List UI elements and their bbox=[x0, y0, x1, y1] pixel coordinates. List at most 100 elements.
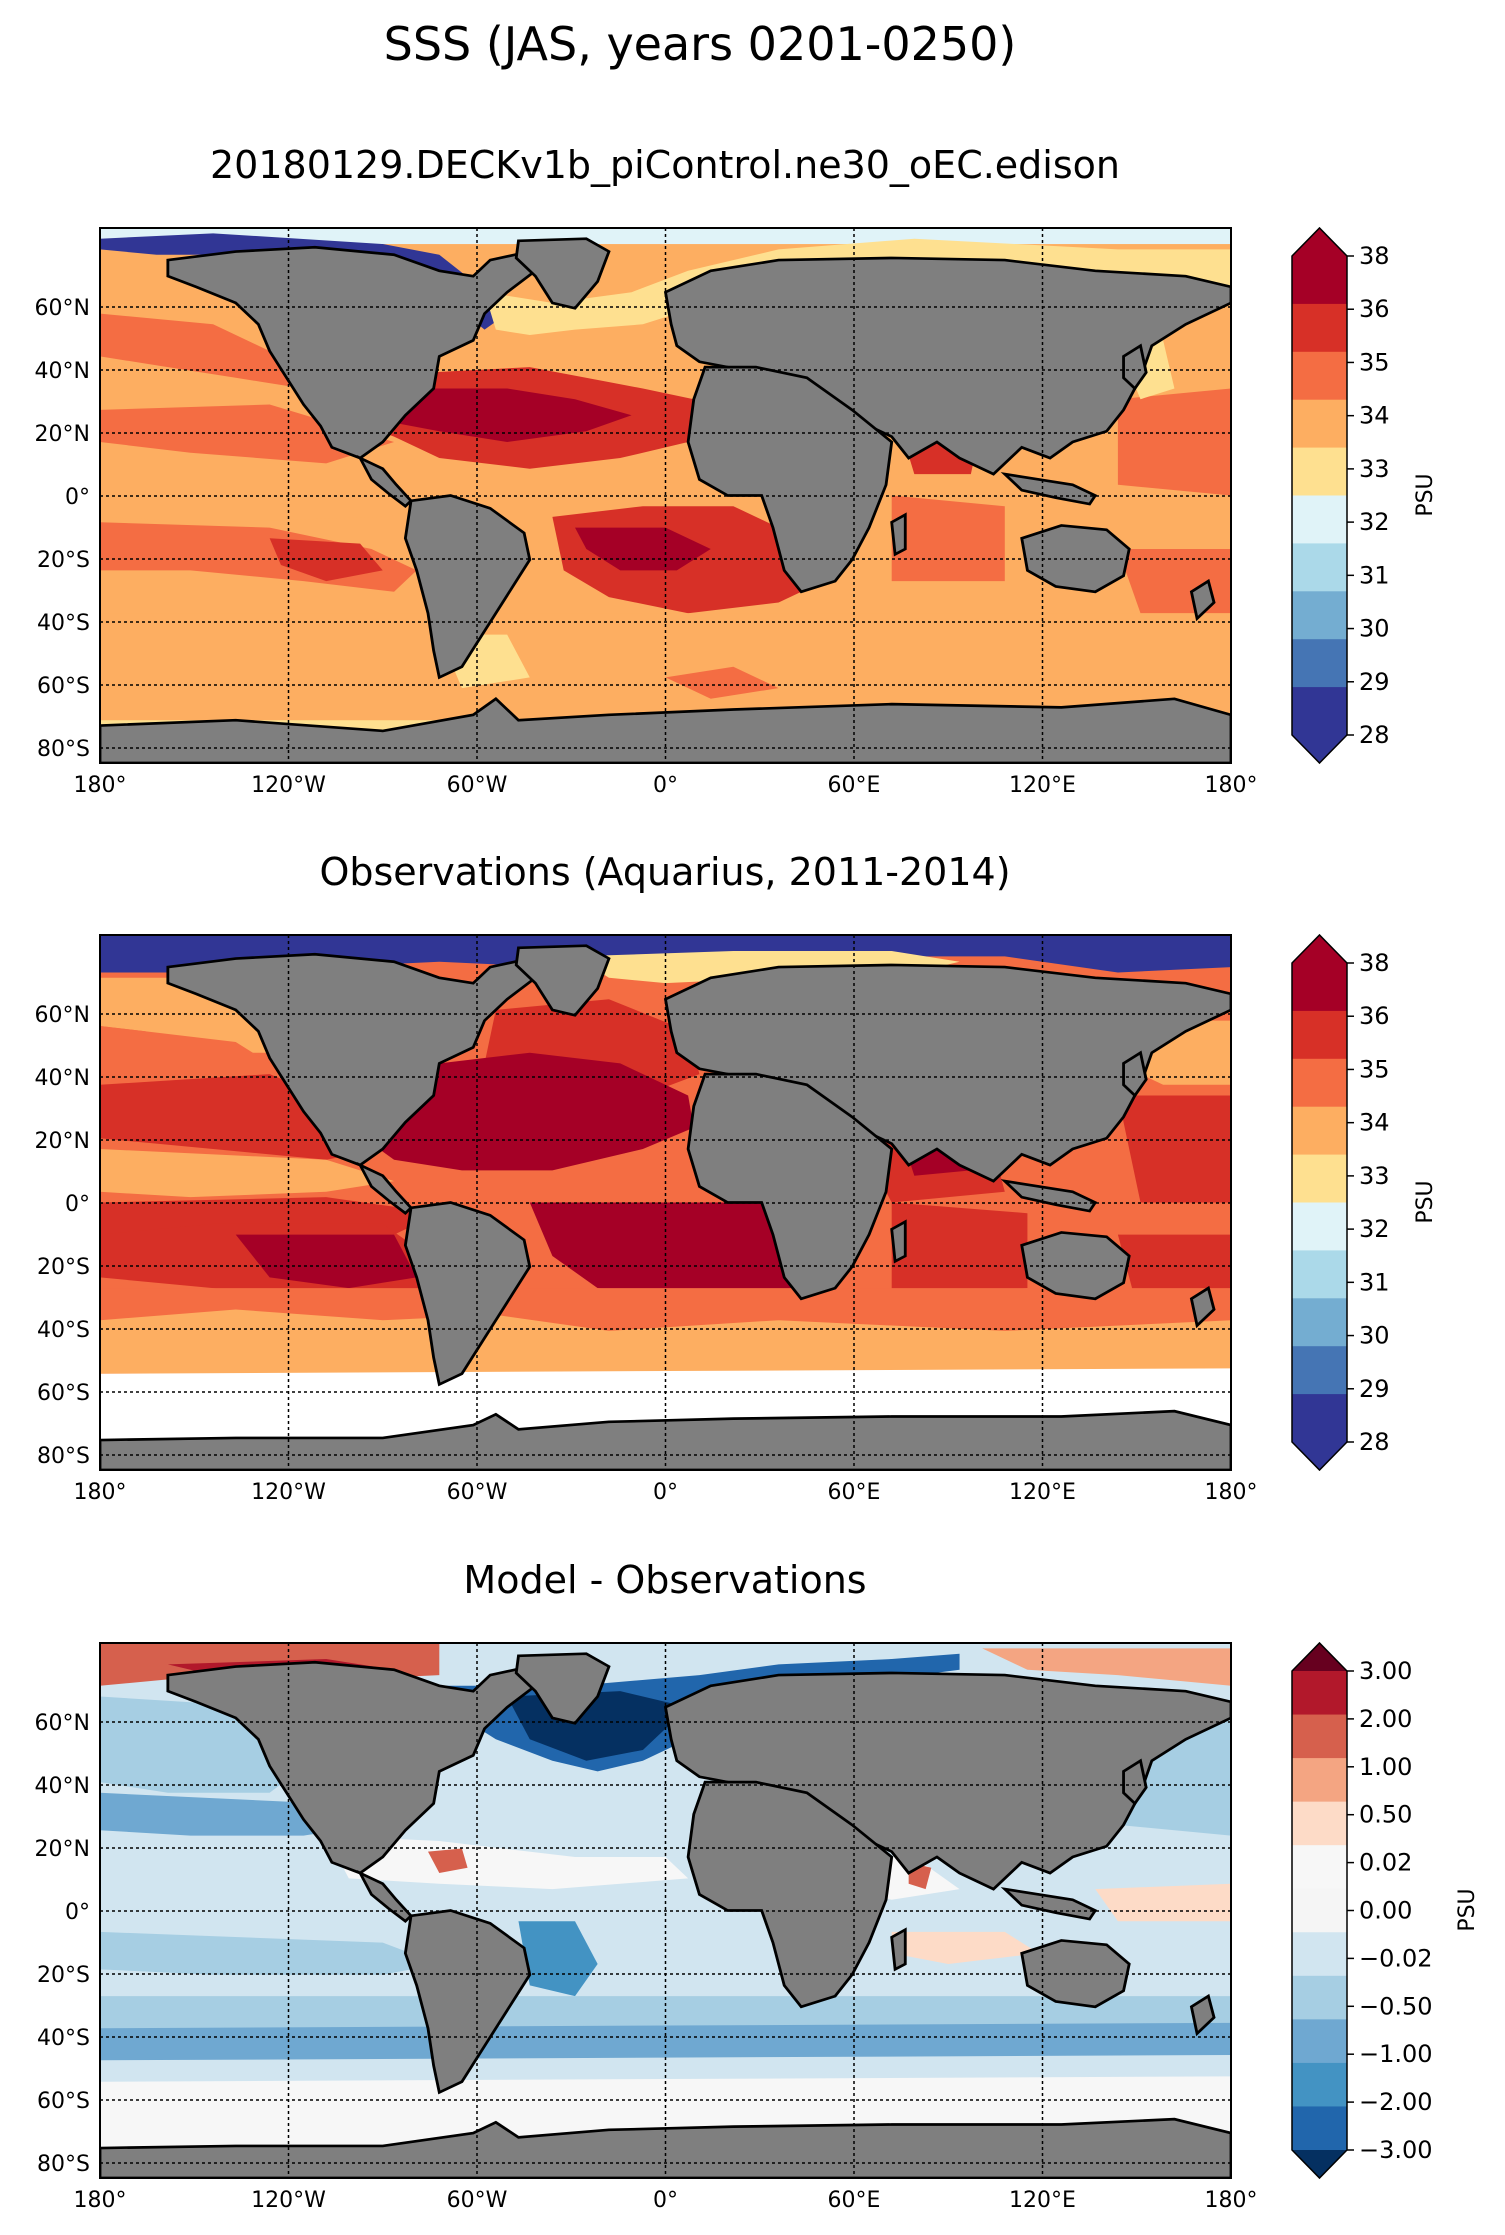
colorbar-segment bbox=[1292, 591, 1347, 640]
colorbar-tick-label: 35 bbox=[1359, 1055, 1390, 1083]
x-tick: 180° bbox=[1205, 773, 1258, 798]
colorbar-tick-label: 3.00 bbox=[1359, 1657, 1412, 1685]
map-field bbox=[100, 935, 1231, 1470]
y-tick: 80°S bbox=[37, 1444, 90, 1469]
colorbar-label: PSU bbox=[1455, 1888, 1480, 1931]
colorbar-segment bbox=[1292, 1671, 1347, 1716]
colorbar-label: PSU bbox=[1413, 473, 1438, 516]
x-tick: 120°W bbox=[251, 2188, 326, 2213]
colorbar-segment bbox=[1292, 1058, 1347, 1108]
y-tick: 40°N bbox=[35, 1066, 90, 1091]
y-tick: 20°S bbox=[37, 1255, 90, 1280]
colorbar-segment bbox=[1292, 1801, 1347, 1846]
y-tick: 0° bbox=[65, 1192, 90, 1217]
y-tick: 20°N bbox=[35, 422, 90, 447]
x-tick-labels: 180° 120°W 60°W 0° 60°E 120°E 180° bbox=[74, 1480, 1258, 1505]
colorbar-extend-top bbox=[1292, 1643, 1347, 1671]
colorbar-tick-label: 38 bbox=[1359, 949, 1390, 977]
x-tick: 0° bbox=[653, 2188, 678, 2213]
colorbar-tick-label: 32 bbox=[1359, 508, 1390, 536]
panel-title: Model - Observations bbox=[463, 1558, 866, 1602]
x-tick: 60°W bbox=[447, 2188, 508, 2213]
y-tick: 80°S bbox=[37, 2152, 90, 2177]
colorbar-segment bbox=[1292, 1154, 1347, 1203]
x-tick: 180° bbox=[74, 2188, 127, 2213]
gridlines bbox=[100, 228, 1231, 763]
colorbar-tick-label: 1.00 bbox=[1359, 1753, 1412, 1781]
x-tick: 120°E bbox=[1009, 2188, 1076, 2213]
colorbar-segment bbox=[1292, 2106, 1347, 2151]
colorbar-tick-label: 34 bbox=[1359, 1109, 1390, 1137]
colorbar-segment bbox=[1292, 399, 1347, 449]
colorbar-segment bbox=[1292, 351, 1347, 401]
colorbar-extend-top bbox=[1292, 935, 1347, 963]
colorbar-tick-label: −0.50 bbox=[1359, 1992, 1433, 2020]
x-tick: 120°E bbox=[1009, 1480, 1076, 1505]
colorbar-tick-label: 0.02 bbox=[1359, 1849, 1412, 1877]
y-tick: 40°N bbox=[35, 359, 90, 384]
y-tick: 20°N bbox=[35, 1837, 90, 1862]
y-tick: 40°S bbox=[37, 1318, 90, 1343]
colorbar-segment bbox=[1292, 1298, 1347, 1347]
colorbar-tick-label: 2.00 bbox=[1359, 1705, 1412, 1733]
colorbar-segment bbox=[1292, 1394, 1347, 1443]
colorbar-segment bbox=[1292, 963, 1347, 1012]
x-tick: 180° bbox=[74, 773, 127, 798]
colorbar-segment bbox=[1292, 687, 1347, 736]
x-tick: 180° bbox=[1205, 2188, 1258, 2213]
x-tick-labels: 180° 120°W 60°W 0° 60°E 120°E 180° bbox=[74, 773, 1258, 798]
x-tick: 180° bbox=[1205, 1480, 1258, 1505]
colorbar-segment bbox=[1292, 1202, 1347, 1251]
colorbar-tick-label: 29 bbox=[1359, 1375, 1390, 1403]
panel-difference: Model - Observations bbox=[35, 1558, 1480, 2213]
colorbar-tick-label: −0.02 bbox=[1359, 1944, 1433, 1972]
colorbar-segment bbox=[1292, 639, 1347, 688]
colorbar-segment bbox=[1292, 1975, 1347, 2020]
y-tick: 20°N bbox=[35, 1129, 90, 1154]
y-tick-labels: 60°N 40°N 20°N 0° 20°S 40°S 60°S 80°S bbox=[35, 1711, 90, 2177]
colorbar-tick-label: 32 bbox=[1359, 1215, 1390, 1243]
y-tick: 80°S bbox=[37, 737, 90, 762]
x-tick: 120°W bbox=[251, 773, 326, 798]
colorbar-tick-label: 34 bbox=[1359, 402, 1390, 430]
colorbar-tick-label: 0.00 bbox=[1359, 1897, 1412, 1925]
plot-frame bbox=[99, 1642, 1232, 2179]
colorbar-segment bbox=[1292, 495, 1347, 544]
y-tick: 60°N bbox=[35, 1711, 90, 1736]
colorbar-tick-label: 30 bbox=[1359, 615, 1390, 643]
gridlines bbox=[100, 1643, 1231, 2178]
y-tick: 40°S bbox=[37, 2026, 90, 2051]
gridlines bbox=[100, 935, 1231, 1470]
colorbar-segment bbox=[1292, 447, 1347, 496]
colorbar-tick-label: 31 bbox=[1359, 1268, 1390, 1296]
x-tick: 60°E bbox=[828, 2188, 881, 2213]
colorbar-tick-label: 28 bbox=[1359, 1428, 1390, 1456]
colorbar-segment bbox=[1292, 2062, 1347, 2107]
y-tick: 0° bbox=[65, 1900, 90, 1925]
colorbar-tick-label: 0.50 bbox=[1359, 1801, 1412, 1829]
x-tick: 60°E bbox=[828, 1480, 881, 1505]
y-tick-labels: 60°N 40°N 20°N 0° 20°S 40°S 60°S 80°S bbox=[35, 296, 90, 762]
colorbar-segment bbox=[1292, 303, 1347, 353]
y-tick: 60°N bbox=[35, 1003, 90, 1028]
colorbar-tick-label: 35 bbox=[1359, 348, 1390, 376]
colorbar-segment bbox=[1292, 1758, 1347, 1803]
x-tick: 60°E bbox=[828, 773, 881, 798]
x-tick: 120°E bbox=[1009, 773, 1076, 798]
colorbar-segment bbox=[1292, 1845, 1347, 1890]
colorbar-segment bbox=[1292, 256, 1347, 305]
colorbar-tick-label: 36 bbox=[1359, 1002, 1390, 1030]
colorbar-tick-label: 33 bbox=[1359, 455, 1390, 483]
y-tick: 20°S bbox=[37, 548, 90, 573]
colorbar-tick-label: −2.00 bbox=[1359, 2088, 1433, 2116]
y-tick: 20°S bbox=[37, 1963, 90, 1988]
colorbar-tick-label: 38 bbox=[1359, 242, 1390, 270]
colorbar-segment bbox=[1292, 1250, 1347, 1299]
colorbar-segment bbox=[1292, 1714, 1347, 1759]
x-tick: 120°W bbox=[251, 1480, 326, 1505]
colorbar-extend-bottom bbox=[1292, 1442, 1347, 1470]
colorbar-tick-label: −3.00 bbox=[1359, 2136, 1433, 2164]
x-tick: 0° bbox=[653, 1480, 678, 1505]
panel-title: Observations (Aquarius, 2011-2014) bbox=[319, 850, 1010, 894]
